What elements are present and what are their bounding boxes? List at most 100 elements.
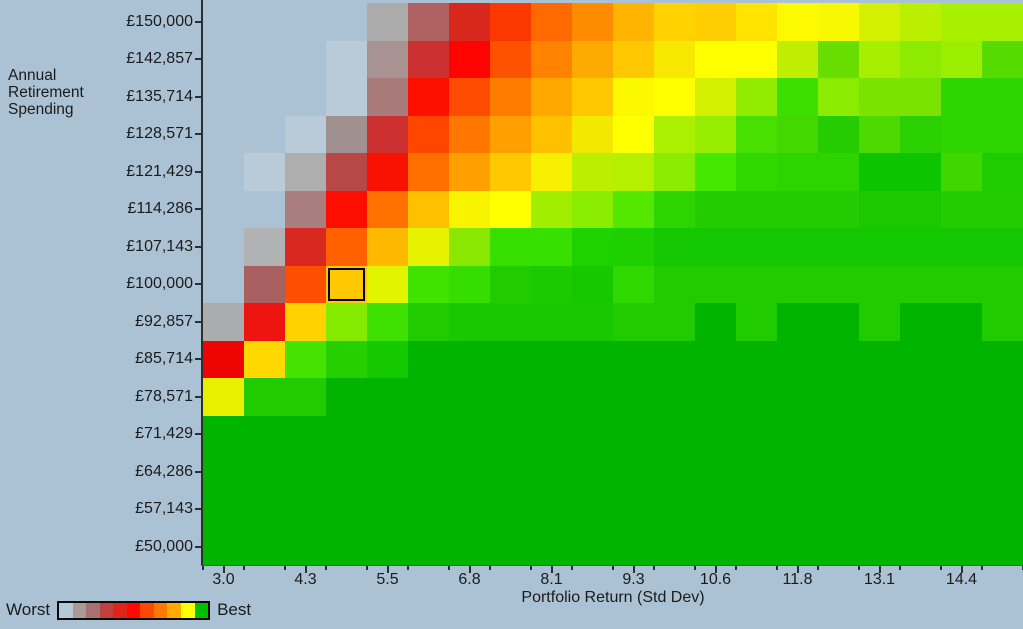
heatmap-cell[interactable]: [982, 490, 1023, 528]
heatmap-cell[interactable]: [695, 490, 736, 528]
heatmap-cell[interactable]: [244, 340, 285, 378]
heatmap-cell[interactable]: [654, 453, 695, 491]
heatmap-cell[interactable]: [490, 340, 531, 378]
heatmap-cell[interactable]: [285, 378, 326, 416]
heatmap-cell[interactable]: [613, 453, 654, 491]
heatmap-cell[interactable]: [900, 78, 941, 116]
heatmap-cell[interactable]: [695, 153, 736, 191]
heatmap-cell[interactable]: [982, 153, 1023, 191]
heatmap-cell[interactable]: [367, 340, 408, 378]
heatmap-cell[interactable]: [900, 228, 941, 266]
heatmap-cell[interactable]: [326, 228, 367, 266]
heatmap-cell[interactable]: [244, 378, 285, 416]
heatmap-cell[interactable]: [244, 3, 285, 41]
heatmap-cell[interactable]: [244, 191, 285, 229]
heatmap-cell[interactable]: [900, 490, 941, 528]
heatmap-cell[interactable]: [859, 3, 900, 41]
heatmap-cell[interactable]: [203, 3, 244, 41]
heatmap-cell[interactable]: [531, 265, 572, 303]
heatmap-cell[interactable]: [408, 190, 449, 228]
heatmap-cell[interactable]: [326, 415, 367, 453]
heatmap-cell[interactable]: [982, 3, 1023, 41]
heatmap-cell[interactable]: [941, 3, 982, 41]
heatmap-cell[interactable]: [285, 265, 326, 303]
heatmap-cell[interactable]: [777, 303, 818, 341]
heatmap-cell[interactable]: [449, 340, 490, 378]
heatmap-cell[interactable]: [203, 490, 244, 528]
heatmap-cell[interactable]: [531, 115, 572, 153]
heatmap-cell[interactable]: [941, 415, 982, 453]
heatmap-cell[interactable]: [654, 265, 695, 303]
heatmap-cell[interactable]: [367, 153, 408, 191]
heatmap-cell[interactable]: [818, 415, 859, 453]
heatmap-cell[interactable]: [736, 78, 777, 116]
heatmap-cell[interactable]: [326, 115, 367, 153]
heatmap-cell[interactable]: [572, 490, 613, 528]
heatmap-cell[interactable]: [244, 116, 285, 154]
heatmap-cell[interactable]: [900, 190, 941, 228]
heatmap-cell[interactable]: [490, 40, 531, 78]
heatmap-cell[interactable]: [367, 228, 408, 266]
heatmap-cell[interactable]: [572, 303, 613, 341]
heatmap-cell[interactable]: [654, 378, 695, 416]
heatmap-cell[interactable]: [244, 153, 285, 191]
heatmap-cell[interactable]: [408, 378, 449, 416]
heatmap-cell[interactable]: [695, 228, 736, 266]
heatmap-cell[interactable]: [941, 115, 982, 153]
heatmap-cell[interactable]: [736, 453, 777, 491]
heatmap-cell[interactable]: [449, 190, 490, 228]
heatmap-cell[interactable]: [695, 303, 736, 341]
heatmap-cell[interactable]: [900, 3, 941, 41]
heatmap-cell[interactable]: [941, 153, 982, 191]
heatmap-cell[interactable]: [244, 415, 285, 453]
heatmap-cell[interactable]: [203, 228, 244, 266]
heatmap-cell[interactable]: [326, 340, 367, 378]
heatmap-cell[interactable]: [572, 190, 613, 228]
heatmap-cell[interactable]: [367, 190, 408, 228]
heatmap-cell[interactable]: [900, 115, 941, 153]
heatmap-cell[interactable]: [244, 303, 285, 341]
heatmap-cell[interactable]: [449, 153, 490, 191]
heatmap-cell[interactable]: [695, 340, 736, 378]
heatmap-cell[interactable]: [326, 78, 367, 116]
heatmap-cell[interactable]: [490, 490, 531, 528]
heatmap-cell[interactable]: [818, 265, 859, 303]
heatmap-cell[interactable]: [531, 453, 572, 491]
heatmap-cell[interactable]: [449, 453, 490, 491]
heatmap-cell[interactable]: [326, 528, 367, 566]
heatmap-cell[interactable]: [982, 303, 1023, 341]
heatmap-cell[interactable]: [326, 378, 367, 416]
heatmap-cell[interactable]: [285, 115, 326, 153]
heatmap-cell[interactable]: [285, 490, 326, 528]
heatmap-cell[interactable]: [244, 265, 285, 303]
heatmap-cell[interactable]: [941, 190, 982, 228]
heatmap-cell[interactable]: [654, 3, 695, 41]
heatmap-cell[interactable]: [326, 40, 367, 78]
heatmap-cell[interactable]: [203, 303, 244, 341]
heatmap-cell[interactable]: [736, 340, 777, 378]
heatmap-cell[interactable]: [859, 115, 900, 153]
heatmap-cell[interactable]: [613, 340, 654, 378]
heatmap-cell[interactable]: [654, 528, 695, 566]
heatmap-cell[interactable]: [859, 490, 900, 528]
heatmap-cell[interactable]: [367, 265, 408, 303]
heatmap-cell[interactable]: [490, 303, 531, 341]
heatmap-cell[interactable]: [900, 40, 941, 78]
heatmap-cell[interactable]: [818, 303, 859, 341]
heatmap-cell[interactable]: [203, 378, 244, 416]
heatmap-cell[interactable]: [818, 190, 859, 228]
heatmap-cell[interactable]: [777, 153, 818, 191]
heatmap-cell[interactable]: [449, 415, 490, 453]
heatmap-cell[interactable]: [900, 378, 941, 416]
heatmap-cell[interactable]: [859, 265, 900, 303]
heatmap-cell[interactable]: [449, 40, 490, 78]
heatmap-cell[interactable]: [572, 528, 613, 566]
heatmap-cell[interactable]: [613, 78, 654, 116]
heatmap-cell[interactable]: [449, 265, 490, 303]
heatmap-cell[interactable]: [695, 265, 736, 303]
heatmap-cell[interactable]: [449, 303, 490, 341]
heatmap-cell[interactable]: [367, 453, 408, 491]
heatmap-cell[interactable]: [982, 115, 1023, 153]
heatmap-cell[interactable]: [367, 78, 408, 116]
heatmap-cell[interactable]: [531, 415, 572, 453]
